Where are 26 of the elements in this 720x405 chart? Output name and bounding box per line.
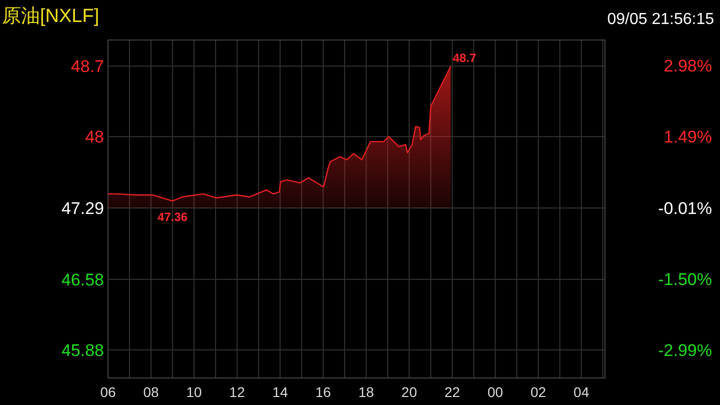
- y2-tick-label: -1.50%: [658, 270, 712, 289]
- y-tick-label: 48: [85, 128, 104, 147]
- x-tick-label: 16: [315, 384, 332, 400]
- x-tick-label: 06: [100, 384, 116, 400]
- text: 09/05 21:56:15: [607, 11, 714, 28]
- y-tick-label: 47.29: [61, 198, 104, 218]
- x-tick-label: 08: [143, 384, 160, 400]
- annotation: 48.7: [452, 51, 476, 66]
- annotation: 47.36: [158, 210, 188, 224]
- chart-title: 原油[NXLF]: [2, 6, 100, 27]
- y2-tick-label: -0.01%: [658, 199, 712, 218]
- x-tick-label: 02: [530, 384, 546, 400]
- y2-tick-label: 2.98%: [664, 56, 712, 76]
- x-tick-label: 10: [186, 384, 202, 400]
- x-tick-label: 18: [358, 384, 374, 400]
- x-tick-label: 12: [229, 384, 246, 400]
- x-tick-label: 22: [444, 384, 460, 400]
- x-tick-label: 14: [272, 384, 288, 400]
- y2-tick-label: -2.99%: [658, 340, 712, 360]
- y-tick-label: 46.58: [61, 270, 104, 290]
- x-tick-label: 00: [487, 384, 504, 400]
- y-tick-label: 45.88: [61, 340, 104, 360]
- x-tick-label: 20: [401, 384, 418, 400]
- x-tick-label: 04: [574, 384, 590, 400]
- y2-tick-label: 1.49%: [664, 128, 712, 147]
- y-tick-label: 48.7: [70, 57, 104, 76]
